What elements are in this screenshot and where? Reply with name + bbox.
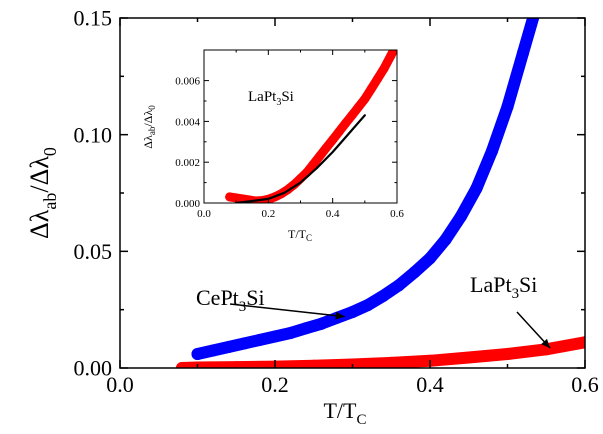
main-series-0-point-11 xyxy=(362,299,374,311)
main-series-0-point-2 xyxy=(222,341,235,353)
main-data-layer xyxy=(176,0,585,368)
annotation-label-0: CePt3Si xyxy=(196,285,265,315)
inset-series-0-point-20 xyxy=(353,102,363,112)
main-series-0-point-20 xyxy=(501,100,514,113)
main-series-0-point-1 xyxy=(207,344,219,357)
inset-series-0-point-13 xyxy=(308,159,318,169)
main-series-0-point-16 xyxy=(439,233,452,246)
main-series-0-point-19 xyxy=(486,145,498,157)
main-series-1-point-2 xyxy=(230,361,243,368)
main-ytick-label-2: 0.10 xyxy=(74,122,113,147)
main-series-1-point-4 xyxy=(307,359,320,368)
main-series-1-point-0 xyxy=(176,362,188,368)
inset-ylabel: Δλab/Δλ0 xyxy=(141,105,157,149)
main-plot: 0.0 0.2 0.4 0.6 0.00 0.05 0.10 0.15 CePt3Si LaPt… xyxy=(25,0,599,428)
inset-xtick-label-3: 0.6 xyxy=(390,208,404,220)
annotation-arrow-0 xyxy=(229,303,345,318)
main-xtick-label-0: 0.0 xyxy=(106,372,134,397)
inset-axes: 0.0 0.2 0.4 0.6 0.000 0.002 0.004 0.006 xyxy=(175,50,404,220)
main-series-0-point-0 xyxy=(191,348,204,360)
main-series-0-point-7 xyxy=(300,322,312,335)
main-series-0-point-13 xyxy=(393,279,405,292)
inset-series-0-point-14 xyxy=(315,151,325,161)
inset-series-0-point-21 xyxy=(360,94,370,104)
inset-series-0-point-17 xyxy=(334,127,344,137)
main-series-group xyxy=(176,0,585,368)
main-series-0-point-22 xyxy=(533,0,545,5)
main-series-0-point-10 xyxy=(346,306,359,318)
main-ylabel: Δλab/Δλ0 xyxy=(25,147,60,239)
main-series-0-point-12 xyxy=(377,289,390,302)
inset-series-0-point-26 xyxy=(393,39,402,48)
main-series-0-point-21 xyxy=(517,47,529,59)
annotation-arrowhead-1 xyxy=(541,338,551,349)
main-ytick-label-1: 0.05 xyxy=(74,239,113,264)
annotation-arrowhead-0 xyxy=(335,311,345,320)
inset-series-line-1 xyxy=(235,114,366,203)
inset-ytick-label-1: 0.002 xyxy=(175,157,200,169)
main-series-0-point-18 xyxy=(470,182,483,195)
main-series-0-point-4 xyxy=(253,334,266,346)
main-series-0-point-6 xyxy=(284,327,297,339)
main-series-1-point-9 xyxy=(501,348,514,360)
main-series-1-point-8 xyxy=(462,351,475,364)
inset-title: LaPt3Si xyxy=(248,89,294,108)
inset-xtick-label-2: 0.4 xyxy=(326,208,340,220)
main-ytick-label-3: 0.15 xyxy=(74,6,113,31)
main-ytick-label-0: 0.00 xyxy=(74,356,113,381)
inset-series-0-point-18 xyxy=(341,118,350,128)
main-series-0-point-15 xyxy=(424,252,436,265)
main-series-0-point-14 xyxy=(408,266,421,279)
main-series-0-point-17 xyxy=(455,210,467,223)
main-series-1-point-11 xyxy=(579,336,585,349)
inset-series-0-point-15 xyxy=(321,143,331,153)
inset-plot: 0.0 0.2 0.4 0.6 0.000 0.002 0.004 0.006 LaPt3Si… xyxy=(141,39,404,243)
main-series-line-1 xyxy=(176,336,585,368)
inset-series-0-point-25 xyxy=(386,51,396,61)
main-series-1-point-5 xyxy=(346,358,359,368)
main-series-0-point-5 xyxy=(269,330,281,343)
main-xlabel: T/TC xyxy=(323,398,366,428)
inset-xtick-label-0: 0.0 xyxy=(197,208,211,220)
main-axes: 0.0 0.2 0.4 0.6 0.00 0.05 0.10 0.15 xyxy=(74,6,599,397)
inset-series-group xyxy=(225,39,402,203)
main-series-0-point-8 xyxy=(315,317,328,330)
inset-series-0-point-16 xyxy=(328,135,338,145)
main-series-1-point-6 xyxy=(385,356,398,368)
inset-xtick-label-1: 0.2 xyxy=(261,208,275,220)
inset-series-0-point-22 xyxy=(366,84,376,94)
inset-ytick-label-3: 0.006 xyxy=(175,75,200,87)
inset-series-0-point-24 xyxy=(379,63,389,73)
inset-ytick-label-2: 0.004 xyxy=(175,116,200,128)
inset-data-layer xyxy=(225,39,402,203)
main-series-0-point-3 xyxy=(238,337,250,350)
inset-xlabel: T/TC xyxy=(288,227,312,243)
main-xtick-label-1: 0.2 xyxy=(261,372,289,397)
inset-ytick-label-0: 0.000 xyxy=(175,198,200,210)
annotation-label-1: LaPt3Si xyxy=(470,272,537,302)
main-xtick-label-3: 0.6 xyxy=(571,372,599,397)
main-annotations: CePt3Si LaPt3Si xyxy=(196,272,551,349)
inset-series-0-point-23 xyxy=(373,74,383,84)
main-xtick-label-2: 0.4 xyxy=(416,372,444,397)
inset-series-0-point-19 xyxy=(347,110,357,120)
